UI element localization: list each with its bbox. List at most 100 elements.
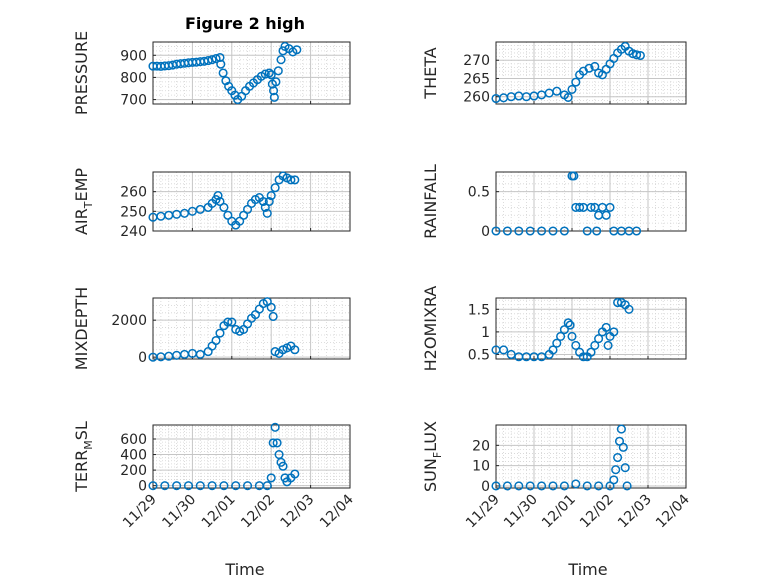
data-point: [567, 84, 577, 94]
plot-area: [496, 425, 686, 488]
data-point: [271, 77, 281, 87]
subplot-grid: 700 800 900 PRESSURE 260 265 270 THETA 240 250 260…: [72, 31, 693, 531]
x-tick-label: 11/29: [463, 492, 503, 532]
data-point: [618, 442, 628, 452]
data-point: [195, 481, 205, 491]
data-point: [219, 202, 229, 212]
y-tick-label: 0.5: [468, 347, 490, 363]
x-tick-label: 11/30: [501, 492, 541, 532]
y-tick-label: 10: [472, 459, 490, 475]
plot-area: [153, 425, 350, 488]
y-axis-label-main: TERR: [72, 450, 91, 493]
data-point: [207, 55, 217, 65]
data-point: [266, 473, 276, 483]
y-tick-label: 800: [120, 70, 147, 86]
data-point: [567, 331, 577, 341]
data-point: [603, 340, 613, 350]
data-point: [632, 226, 642, 236]
data-point: [215, 52, 225, 63]
data-point: [635, 50, 645, 61]
data-point: [584, 63, 594, 73]
data-point: [219, 481, 229, 491]
x-axis-label-left: Time: [224, 560, 264, 579]
data-point: [624, 304, 634, 314]
axes-box: [152, 171, 351, 232]
data-point: [575, 202, 585, 212]
data-point: [292, 45, 302, 55]
data-point: [571, 479, 581, 489]
data-point: [537, 481, 547, 491]
axes-box: [495, 41, 687, 105]
data-point: [273, 66, 283, 76]
data-point: [514, 226, 524, 236]
y-tick-label: 240: [120, 224, 147, 240]
data-point: [269, 86, 279, 96]
data-point: [262, 481, 272, 491]
data-point: [592, 226, 602, 236]
data-point: [525, 481, 535, 491]
data-point: [578, 352, 588, 362]
data-point: [491, 226, 501, 236]
data-point: [565, 320, 575, 330]
data-point: [502, 481, 512, 491]
data-point: [620, 463, 630, 473]
data-point: [278, 461, 288, 471]
x-tick-label: 12/02: [577, 492, 617, 532]
data-point: [269, 92, 279, 102]
data-point: [552, 338, 562, 348]
data-point: [582, 226, 592, 236]
y-axis-label: MIXDEPTH: [72, 287, 91, 370]
x-tick-label: 11/29: [120, 492, 160, 532]
y-axis-label: TERRMSL: [72, 421, 95, 493]
data-point: [499, 345, 509, 355]
subplot-3: 240 250 260 AIRTEMP: [72, 168, 351, 240]
data-point: [571, 77, 581, 87]
y-axis-label-subscript: F: [431, 452, 444, 458]
subplot-2: 260 265 270 THETA: [421, 41, 687, 106]
y-axis-label-main: SUN: [421, 458, 440, 492]
data-point: [264, 196, 274, 207]
data-point: [609, 475, 619, 485]
data-point: [537, 226, 547, 236]
data-point: [502, 226, 512, 236]
y-tick-label: 600: [120, 432, 147, 448]
x-tick-label: 12/04: [317, 491, 357, 531]
y-axis-label: PRESSURE: [72, 31, 91, 115]
data-point: [632, 50, 642, 60]
data-point: [278, 46, 288, 56]
y-tick-label: 0: [138, 350, 147, 366]
data-point: [616, 424, 626, 434]
data-point: [590, 340, 600, 350]
data-point: [290, 175, 300, 185]
data-point: [286, 175, 296, 185]
x-tick-label: 12/02: [238, 492, 278, 532]
y-tick-label: 0: [138, 479, 147, 495]
data-point: [290, 345, 300, 355]
x-tick-label: 12/01: [199, 492, 239, 532]
y-tick-label: 200: [120, 463, 147, 479]
subplot-5: 0 2000 MIXDEPTH: [72, 287, 351, 370]
data-point: [491, 481, 501, 491]
data-point: [563, 318, 573, 328]
data-point: [183, 481, 194, 491]
y-axis-label-rest: SL: [72, 421, 91, 440]
y-tick-label: 1: [481, 325, 490, 341]
y-axis-label-rest: EMP: [72, 168, 91, 202]
data-point: [223, 317, 233, 327]
data-point: [172, 481, 182, 491]
data-point: [609, 327, 619, 337]
data-point: [266, 302, 276, 312]
x-tick-label: 12/03: [615, 492, 655, 532]
y-axis-label-subscript: M: [82, 440, 95, 450]
y-tick-label: 700: [120, 93, 147, 109]
y-tick-label: 1.5: [468, 302, 490, 318]
y-tick-label: 900: [120, 48, 147, 64]
plot-area: [153, 298, 350, 359]
data-point: [514, 481, 524, 491]
data-point: [160, 481, 170, 491]
data-point: [227, 317, 237, 327]
axes-box: [152, 424, 351, 489]
y-axis-label: SUNFLUX: [421, 421, 444, 492]
